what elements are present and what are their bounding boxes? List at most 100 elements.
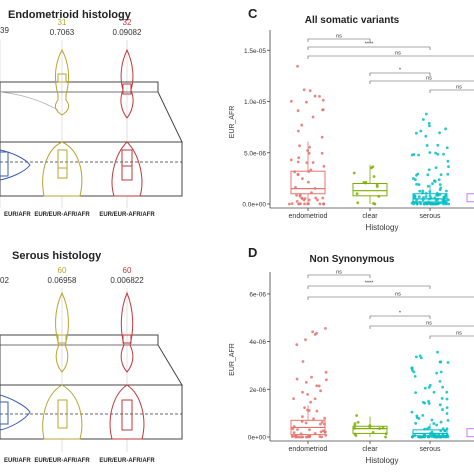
data-point (322, 202, 325, 206)
data-point (427, 168, 431, 172)
left-bottom-xlabel-3: EUR/EUR-AFR/AFR (99, 458, 155, 464)
y-tick-label: 5.0e-06 (244, 150, 266, 157)
data-point (321, 196, 325, 200)
left-bottom-title: Serous histology (12, 250, 102, 262)
data-point (438, 379, 442, 383)
data-point (289, 99, 293, 103)
data-point (417, 195, 421, 199)
panel-label-d: D (248, 245, 257, 260)
data-point (372, 175, 376, 178)
data-point (311, 161, 315, 164)
data-point (324, 378, 328, 382)
comparison-bracket (429, 335, 474, 339)
left-bottom-count-1: 60 (58, 266, 67, 275)
data-point (425, 201, 428, 205)
data-point (422, 196, 425, 199)
data-point (318, 202, 322, 206)
data-point (432, 390, 436, 394)
data-point (304, 421, 308, 425)
left-top-count-partial: 39 (0, 26, 9, 35)
data-point (317, 384, 321, 388)
data-point (424, 134, 428, 138)
left-bottom-pvalue-1: 0.06958 (48, 276, 77, 285)
data-point (298, 194, 302, 198)
violin-3-upper (120, 48, 134, 119)
data-point (410, 366, 414, 370)
data-point (444, 127, 447, 131)
y-tick-label: 1.5e-05 (244, 48, 266, 55)
data-point (414, 421, 418, 425)
box-partial (466, 193, 474, 203)
data-point (372, 202, 375, 205)
zoom-connector-2 (0, 334, 183, 386)
data-point (313, 431, 317, 435)
data-point (295, 193, 298, 197)
data-point (318, 422, 322, 426)
data-point (438, 183, 442, 187)
data-point (321, 429, 325, 433)
data-point (308, 428, 311, 432)
x-tick-label-clear: clear (362, 446, 378, 453)
data-point (303, 406, 306, 409)
data-point (321, 108, 325, 112)
data-point (446, 159, 450, 163)
comparison-bracket (429, 89, 474, 93)
data-point (438, 403, 442, 407)
data-point (307, 151, 311, 155)
violin-1-zoom-b (0, 394, 31, 431)
data-point (295, 199, 299, 203)
data-point (311, 330, 315, 334)
data-point (323, 416, 327, 420)
data-point (446, 418, 450, 422)
data-point (354, 434, 358, 437)
data-point (318, 435, 322, 438)
data-point (419, 356, 423, 360)
data-point (307, 198, 311, 202)
data-point (370, 166, 373, 170)
data-point (355, 414, 359, 417)
data-point (306, 180, 310, 184)
left-bottom-xlabel-2: EUR/EUR-AFR/AFR (34, 458, 90, 464)
data-point (416, 172, 420, 176)
x-tick-label-clear: clear (362, 213, 378, 220)
data-point (355, 192, 359, 196)
comparison-bracket (369, 315, 431, 319)
data-point (315, 384, 319, 388)
data-point (292, 431, 296, 435)
data-point (296, 172, 300, 176)
data-point (424, 195, 428, 198)
data-point (319, 389, 322, 393)
data-point (439, 173, 443, 177)
data-point (445, 412, 449, 415)
data-point (291, 427, 295, 431)
panel-label-c: C (248, 6, 258, 21)
significance-label: **** (365, 281, 374, 287)
data-point (375, 183, 379, 187)
left-bottom-value-partial: 02 (0, 276, 9, 285)
violin-3-zoom (111, 141, 143, 197)
left-bottom-panel: Serous histology 02 60 60 0.06958 0.0068… (0, 250, 183, 464)
data-point (324, 326, 327, 330)
comparison-bracket (369, 325, 474, 329)
data-point (421, 189, 425, 193)
data-point (446, 361, 450, 364)
x-axis-label: Histology (366, 456, 399, 465)
data-point (425, 144, 429, 147)
data-point (418, 189, 422, 193)
data-point (434, 198, 438, 202)
y-tick-label: 6e-06 (249, 291, 266, 298)
data-point (427, 399, 430, 403)
data-point (415, 414, 419, 418)
significance-label: ns (426, 76, 432, 82)
x-tick-label-serous: serous (419, 446, 441, 453)
data-point (426, 184, 430, 188)
data-point (435, 202, 439, 206)
left-top-xlabel-1: EUR/AFR (4, 212, 31, 218)
data-point (296, 129, 300, 133)
data-point (431, 182, 434, 186)
data-point (413, 178, 417, 182)
data-point (306, 202, 309, 206)
left-top-pvalue-2: 0.09082 (113, 28, 142, 37)
box-partial (466, 428, 474, 438)
data-point (318, 94, 321, 98)
